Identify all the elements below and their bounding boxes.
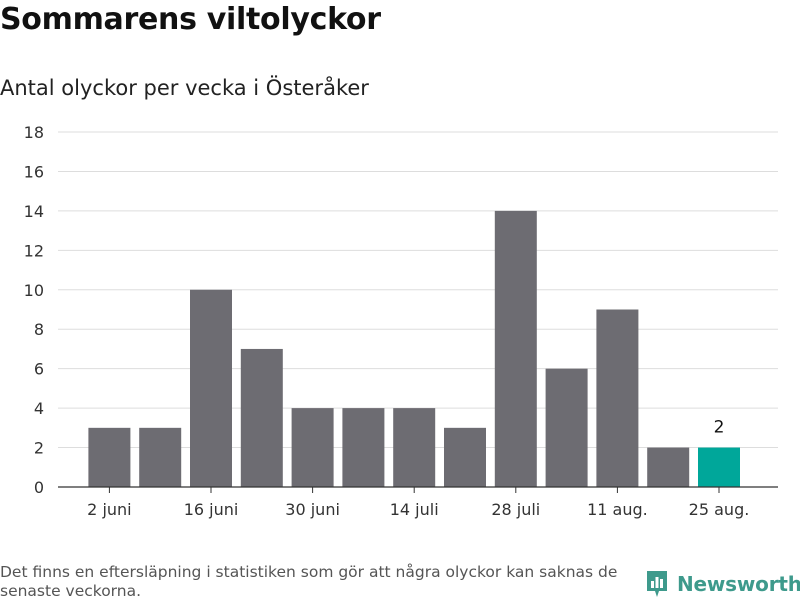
y-tick-label: 14 bbox=[24, 202, 44, 221]
bar-chart: 0 2 4 6 8 10 12 14 16 18 2 juni 16 juni 30 juni 14 ju… bbox=[24, 123, 778, 519]
bar bbox=[342, 408, 385, 487]
highlight-data-label: 2 bbox=[714, 418, 725, 438]
x-tick-label: 14 juli bbox=[390, 500, 439, 519]
x-tick-label: 25 aug. bbox=[689, 500, 750, 519]
bar bbox=[88, 427, 131, 487]
y-tick-label: 18 bbox=[24, 123, 44, 142]
y-tick-label: 8 bbox=[34, 320, 44, 339]
newsworthy-logo-icon bbox=[647, 571, 667, 597]
brand-logo[interactable]: Newsworthy bbox=[645, 569, 800, 599]
bar bbox=[698, 447, 740, 487]
y-tick-label: 0 bbox=[34, 478, 44, 497]
brand-name: Newsworthy bbox=[677, 572, 800, 596]
chart-subtitle: Antal olyckor per vecka i Österåker bbox=[0, 76, 369, 100]
x-tick-label: 28 juli bbox=[491, 500, 540, 519]
x-tick-label: 11 aug. bbox=[587, 500, 648, 519]
bar bbox=[240, 348, 283, 487]
bar bbox=[393, 408, 436, 487]
bar bbox=[139, 427, 182, 487]
bar bbox=[190, 289, 232, 487]
y-tick-label: 12 bbox=[24, 241, 44, 260]
footnote: Det finns en eftersläpning i statistiken… bbox=[0, 563, 618, 600]
y-tick-label: 4 bbox=[34, 399, 44, 418]
bar bbox=[291, 408, 334, 487]
chart-title: Sommarens viltolyckor bbox=[0, 2, 381, 37]
y-tick-label: 2 bbox=[34, 439, 44, 458]
bar bbox=[596, 309, 639, 487]
bar bbox=[545, 368, 588, 487]
y-tick-label: 16 bbox=[24, 162, 44, 181]
bar bbox=[494, 210, 537, 487]
y-tick-label: 10 bbox=[24, 281, 44, 300]
x-tick-label: 2 juni bbox=[87, 500, 131, 519]
y-tick-label: 6 bbox=[34, 360, 44, 379]
x-tick-label: 16 juni bbox=[184, 500, 239, 519]
bar bbox=[647, 447, 690, 487]
bar bbox=[444, 427, 486, 487]
x-tick-label: 30 juni bbox=[285, 500, 340, 519]
